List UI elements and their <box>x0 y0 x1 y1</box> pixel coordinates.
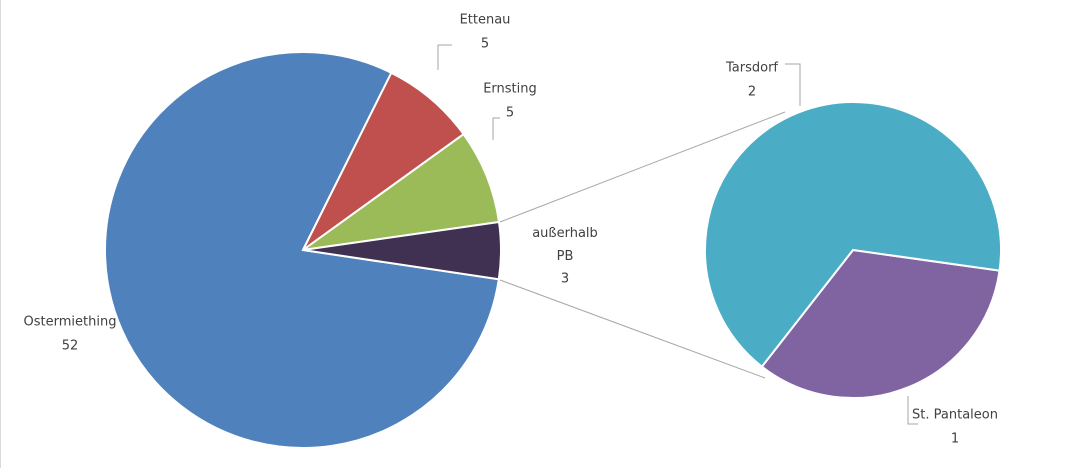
pie-slice <box>302 71 465 251</box>
data-label: 3 <box>561 272 569 287</box>
leader-line <box>907 396 918 425</box>
leader-line <box>785 63 801 106</box>
data-label: 52 <box>62 339 79 354</box>
label-line: außerhalb <box>532 226 598 241</box>
leader-line <box>437 44 452 70</box>
pie-slice <box>760 248 1001 399</box>
connector-line <box>499 279 766 379</box>
pie-slice <box>704 101 1002 369</box>
label-line: PB <box>557 249 574 264</box>
pie-slice <box>302 220 502 281</box>
pie-slice <box>302 132 501 251</box>
category-label: Ernsting <box>483 82 537 97</box>
leader-line <box>492 117 500 140</box>
category-label: außerhalb PB <box>532 226 598 264</box>
data-label: 1 <box>951 432 959 447</box>
category-label: Ettenau <box>460 13 511 28</box>
category-label: Tarsdorf <box>725 61 778 76</box>
data-label: 5 <box>481 37 489 52</box>
data-label: 2 <box>748 85 756 100</box>
data-label: 5 <box>506 106 514 121</box>
category-label: St. Pantaleon <box>912 408 998 423</box>
category-label: Ostermiething <box>24 315 117 330</box>
pie-slice <box>104 51 500 449</box>
connector-line <box>499 111 786 223</box>
